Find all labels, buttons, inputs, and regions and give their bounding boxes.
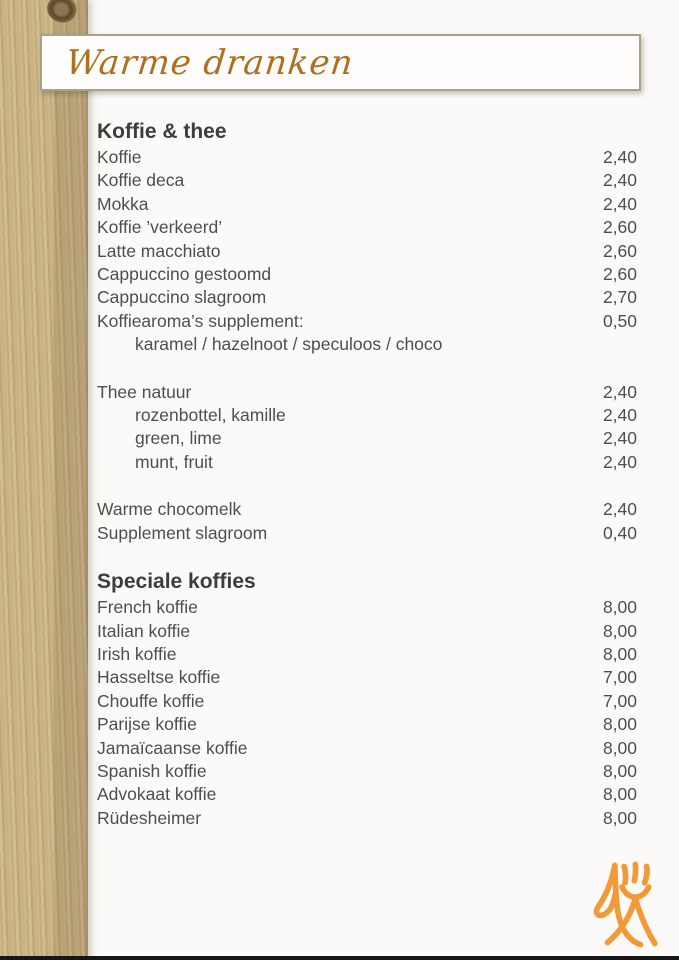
item-price: 8,00 bbox=[602, 643, 637, 664]
item-label: Spanish koffie bbox=[97, 760, 207, 781]
item-label: munt, fruit bbox=[135, 451, 213, 472]
item-price: 8,00 bbox=[602, 807, 637, 828]
item-label: karamel / hazelnoot / speculoos / choco bbox=[135, 334, 443, 355]
row-spacer bbox=[97, 474, 637, 498]
item-price: 8,00 bbox=[602, 620, 637, 641]
item-label: green, lime bbox=[135, 428, 222, 449]
item-label: Koffie bbox=[97, 147, 142, 167]
item-price: 2,40 bbox=[602, 193, 637, 214]
fork-tine-middle bbox=[631, 861, 639, 884]
menu-item-row: Italian koffie 8,00 bbox=[97, 620, 637, 643]
item-label: Koffie deca bbox=[97, 170, 185, 191]
fork-tine-right bbox=[641, 863, 650, 886]
item-label: rozenbottel, kamille bbox=[135, 405, 286, 426]
knife-stem bbox=[611, 862, 644, 948]
item-label: Irish koffie bbox=[97, 643, 177, 664]
item-price: 0,50 bbox=[602, 310, 637, 331]
menu-item-row: Cappuccino gestoomd 2,60 bbox=[97, 263, 637, 286]
menu-item-row: French koffie 8,00 bbox=[97, 596, 637, 619]
menu-item-row: Thee natuur 2,40 bbox=[97, 381, 637, 404]
item-label: Koffiearoma’s supplement: bbox=[97, 310, 304, 331]
item-price: 0,40 bbox=[602, 522, 637, 543]
item-price: 8,00 bbox=[602, 760, 637, 781]
menu-item-row: Latte macchiato 2,60 bbox=[97, 240, 637, 263]
item-label: Parijse koffie bbox=[97, 714, 197, 735]
item-price: 2,40 bbox=[602, 451, 637, 472]
knife-and-fork-logo bbox=[593, 861, 658, 948]
item-label: Latte macchiato bbox=[97, 240, 221, 261]
menu-section: Speciale koffies French koffie 8,00 Italian… bbox=[97, 568, 637, 830]
item-price: 2,60 bbox=[602, 217, 637, 238]
item-label: Thee natuur bbox=[97, 381, 192, 402]
item-label: Cappuccino slagroom bbox=[97, 287, 267, 308]
item-price: 2,40 bbox=[602, 405, 637, 426]
menu-item-row: karamel / hazelnoot / speculoos / choco bbox=[97, 333, 637, 356]
item-price: 2,70 bbox=[602, 287, 637, 308]
menu-item-row: Warme chocomelk 2,40 bbox=[97, 498, 637, 521]
menu-item-row: rozenbottel, kamille 2,40 bbox=[97, 404, 637, 427]
item-label: Warme chocomelk bbox=[97, 499, 242, 520]
menu-item-row: Chouffe koffie 7,00 bbox=[97, 690, 637, 713]
menu-item-row: Hasseltse koffie 7,00 bbox=[97, 666, 637, 689]
menu-item-row: Irish koffie 8,00 bbox=[97, 643, 637, 666]
menu-item-row: Koffie deca 2,40 bbox=[97, 169, 637, 192]
section-title: Speciale koffies bbox=[97, 570, 256, 594]
item-label: Hasseltse koffie bbox=[97, 667, 221, 688]
menu-item-row: munt, fruit 2,40 bbox=[97, 451, 637, 474]
item-price: 2,40 bbox=[602, 499, 637, 520]
item-price: 2,60 bbox=[602, 240, 637, 261]
item-price: 2,40 bbox=[602, 147, 637, 167]
item-label: Supplement slagroom bbox=[97, 522, 268, 543]
item-label: Cappuccino gestoomd bbox=[97, 264, 272, 285]
menu-item-row: Advokaat koffie 8,00 bbox=[97, 783, 637, 806]
item-price: 8,00 bbox=[602, 597, 637, 618]
item-price: 2,40 bbox=[602, 170, 637, 191]
section-banner: Warme dranken bbox=[40, 34, 641, 91]
menu-item-row: Spanish koffie 8,00 bbox=[97, 760, 637, 783]
item-label: Koffie ’verkeerd’ bbox=[97, 217, 223, 238]
banner-title: Warme dranken bbox=[63, 42, 356, 83]
menu-content: Koffie & thee Koffie 2,40 Koffie deca 2,40 Mo… bbox=[97, 118, 637, 830]
item-price: 8,00 bbox=[602, 714, 637, 735]
item-price: 7,00 bbox=[602, 667, 637, 688]
menu-section: Koffie & thee Koffie 2,40 Koffie deca 2,40 Mo… bbox=[97, 118, 637, 545]
menu-item-row: Koffie ’verkeerd’ 2,60 bbox=[97, 216, 637, 239]
menu-item-row: Rüdesheimer 8,00 bbox=[97, 807, 637, 830]
menu-item-row: Koffiearoma’s supplement: 0,50 bbox=[97, 310, 637, 333]
item-price: 8,00 bbox=[602, 737, 637, 758]
item-label: Chouffe koffie bbox=[97, 690, 205, 711]
menu-item-row: Jamaïcaanse koffie 8,00 bbox=[97, 737, 637, 760]
item-label: Advokaat koffie bbox=[97, 784, 217, 805]
item-label: Italian koffie bbox=[97, 620, 191, 641]
menu-item-row: Cappuccino slagroom 2,70 bbox=[97, 286, 637, 309]
item-price: 2,60 bbox=[602, 264, 637, 285]
item-price: 2,40 bbox=[602, 428, 637, 449]
item-label: Jamaïcaanse koffie bbox=[97, 737, 248, 758]
item-price: 7,00 bbox=[602, 690, 637, 711]
menu-item-row: Koffie 2,40 bbox=[97, 146, 637, 169]
wood-knot bbox=[44, 0, 80, 26]
menu-item-row: Mokka 2,40 bbox=[97, 193, 637, 216]
item-label: Mokka bbox=[97, 193, 149, 214]
wood-texture-strip bbox=[0, 0, 88, 960]
row-spacer bbox=[97, 357, 637, 381]
bottom-edge-bar bbox=[0, 956, 679, 960]
menu-item-row: Parijse koffie 8,00 bbox=[97, 713, 637, 736]
item-label: Rüdesheimer bbox=[97, 807, 202, 828]
fork-tine-left bbox=[621, 863, 629, 886]
item-price: 2,40 bbox=[602, 381, 637, 402]
item-label: French koffie bbox=[97, 597, 198, 618]
knife-blade bbox=[593, 862, 618, 919]
menu-item-row: Supplement slagroom 0,40 bbox=[97, 522, 637, 545]
section-title: Koffie & thee bbox=[97, 120, 227, 143]
menu-item-row: green, lime 2,40 bbox=[97, 427, 637, 450]
item-price: 8,00 bbox=[602, 784, 637, 805]
fork-handle-right bbox=[632, 895, 658, 947]
